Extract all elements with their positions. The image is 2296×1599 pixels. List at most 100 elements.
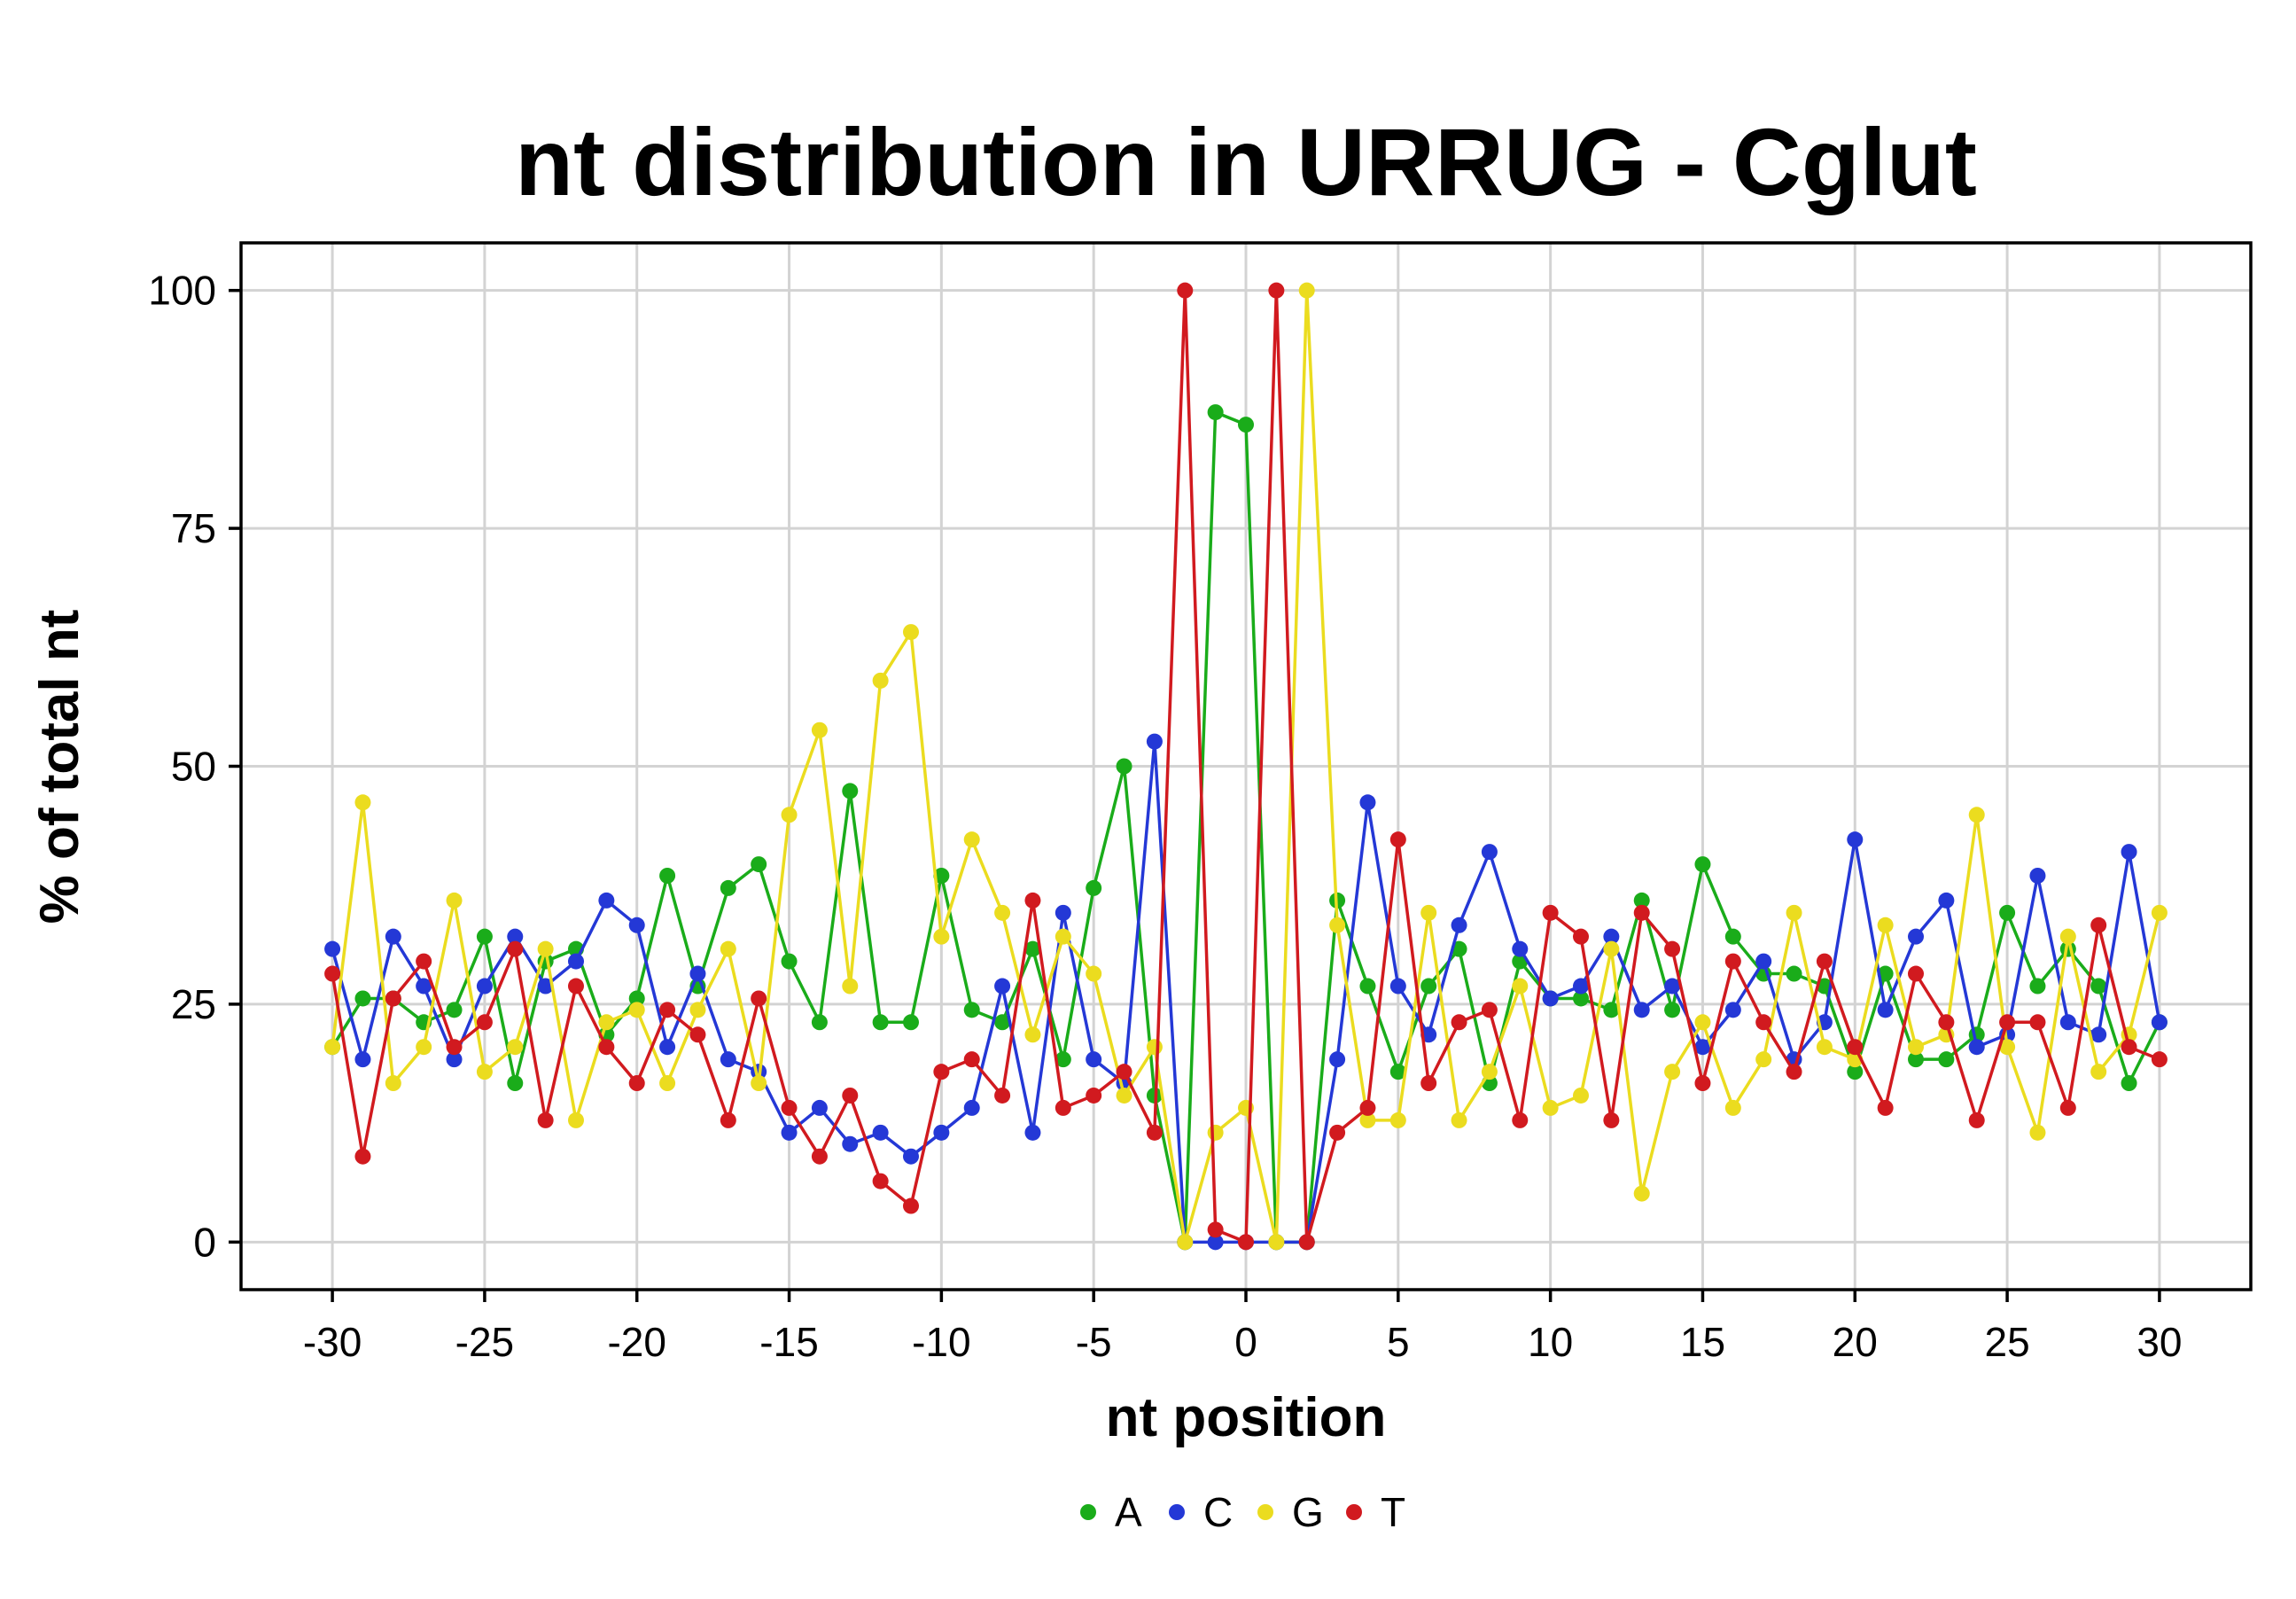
- legend-marker: [1169, 1504, 1185, 1520]
- data-point: [1847, 831, 1864, 848]
- data-point: [1481, 844, 1498, 861]
- data-point: [2090, 916, 2107, 933]
- data-point: [385, 990, 401, 1007]
- data-point: [1420, 1026, 1437, 1043]
- legend-item: T: [1346, 1489, 1405, 1535]
- data-point: [1146, 733, 1163, 750]
- data-point: [354, 1051, 371, 1068]
- data-point: [1816, 953, 1833, 970]
- x-tick-label: -25: [455, 1319, 514, 1365]
- data-point: [507, 940, 524, 957]
- data-point: [659, 1002, 676, 1018]
- data-point: [2151, 904, 2168, 921]
- data-point: [628, 1075, 645, 1092]
- data-point: [1359, 1099, 1376, 1116]
- data-point: [1694, 1014, 1711, 1031]
- data-point: [1573, 990, 1589, 1007]
- data-point: [324, 965, 341, 982]
- data-point: [507, 928, 524, 945]
- data-point: [1389, 831, 1406, 848]
- data-point: [476, 1064, 493, 1080]
- data-point: [385, 1075, 401, 1092]
- legend-label: G: [1292, 1489, 1324, 1535]
- data-point: [1603, 940, 1620, 957]
- data-point: [1420, 1075, 1437, 1092]
- data-point: [963, 1051, 980, 1068]
- data-point: [1451, 1112, 1467, 1128]
- data-point: [446, 1051, 463, 1068]
- data-point: [1207, 1124, 1224, 1141]
- data-point: [963, 1002, 980, 1018]
- data-point: [354, 1148, 371, 1165]
- chart-title: nt distribution in URRUG - Cglut: [515, 108, 1977, 215]
- data-point: [1207, 1221, 1224, 1238]
- x-axis-title: nt position: [1106, 1387, 1387, 1448]
- legend-marker: [1346, 1504, 1362, 1520]
- data-point: [1816, 1039, 1833, 1056]
- data-point: [1177, 1234, 1194, 1251]
- legend-item: G: [1257, 1489, 1324, 1535]
- data-point: [1024, 1124, 1041, 1141]
- data-point: [1938, 1014, 1955, 1031]
- data-point: [1664, 978, 1681, 994]
- x-tick-label: 25: [1985, 1319, 2030, 1365]
- data-point: [2029, 1124, 2046, 1141]
- data-point: [751, 856, 767, 873]
- data-point: [1755, 1051, 1772, 1068]
- x-tick-label: 20: [1833, 1319, 1878, 1365]
- data-point: [1877, 965, 1894, 982]
- y-tick-label: 75: [171, 505, 216, 551]
- data-point: [1238, 417, 1254, 433]
- data-point: [1298, 282, 1315, 299]
- data-point: [1055, 1051, 1071, 1068]
- series-T: [324, 282, 2168, 1251]
- data-point: [354, 794, 371, 811]
- data-point: [1024, 1026, 1041, 1043]
- y-tick-label: 25: [171, 981, 216, 1027]
- data-point: [1694, 1075, 1711, 1092]
- y-axis-title: % of total nt: [29, 610, 90, 924]
- data-point: [2029, 867, 2046, 884]
- data-point: [1999, 904, 2016, 921]
- data-point: [1086, 1087, 1102, 1104]
- data-point: [872, 1124, 889, 1141]
- series-lines: [324, 282, 2168, 1251]
- data-point: [842, 783, 859, 800]
- data-point: [1664, 940, 1681, 957]
- legend-label: A: [1115, 1489, 1142, 1535]
- data-point: [994, 978, 1011, 994]
- data-point: [963, 831, 980, 848]
- x-tick-label: -5: [1076, 1319, 1112, 1365]
- data-point: [446, 892, 463, 909]
- data-point: [476, 1014, 493, 1031]
- data-point: [1268, 1234, 1285, 1251]
- data-point: [781, 1124, 798, 1141]
- data-point: [2059, 928, 2076, 945]
- x-tick-label: 30: [2136, 1319, 2182, 1365]
- data-point: [1359, 978, 1376, 994]
- data-point: [872, 1014, 889, 1031]
- data-point: [1999, 1039, 2016, 1056]
- data-point: [811, 1014, 828, 1031]
- data-point: [1542, 1099, 1559, 1116]
- data-point: [2090, 978, 2107, 994]
- data-point: [1633, 892, 1650, 909]
- data-point: [1603, 1112, 1620, 1128]
- data-point: [1055, 928, 1071, 945]
- legend-item: A: [1080, 1489, 1142, 1535]
- data-point: [872, 1173, 889, 1190]
- data-point: [1238, 1234, 1254, 1251]
- data-point: [1968, 1039, 1985, 1056]
- data-point: [507, 1039, 524, 1056]
- data-point: [446, 1002, 463, 1018]
- data-point: [1298, 1234, 1315, 1251]
- data-point: [1877, 1002, 1894, 1018]
- data-point: [2090, 1026, 2107, 1043]
- data-point: [811, 722, 828, 738]
- x-tick-label: -20: [607, 1319, 665, 1365]
- data-point: [842, 1135, 859, 1152]
- data-point: [781, 1099, 798, 1116]
- data-point: [781, 807, 798, 823]
- data-point: [1968, 807, 1985, 823]
